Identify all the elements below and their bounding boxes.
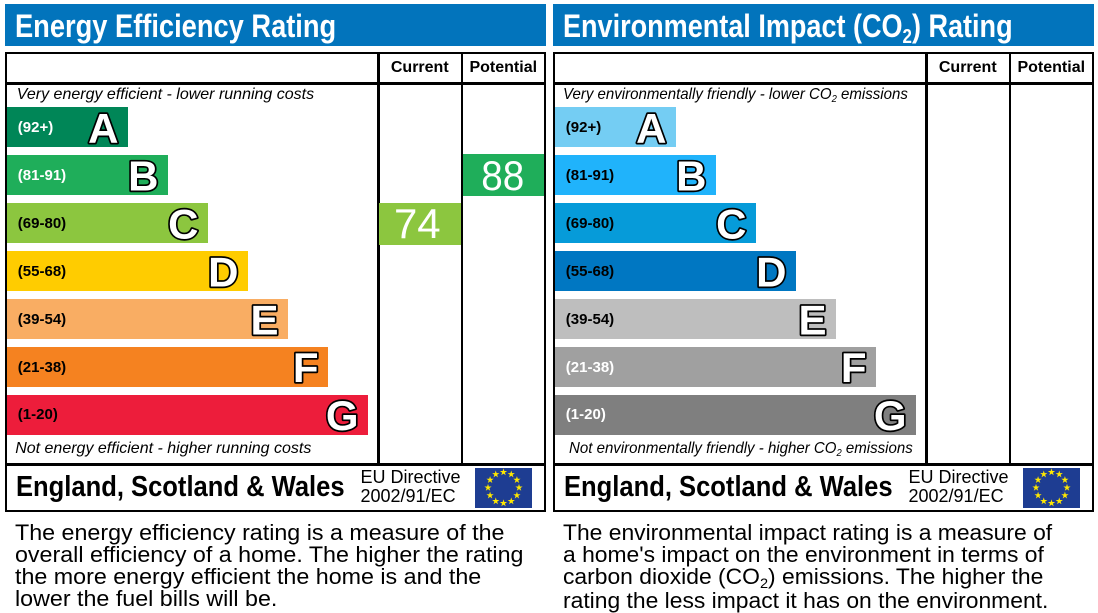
svg-text:C: C (168, 201, 198, 248)
svg-text:74: 74 (394, 200, 441, 247)
svg-text:B: B (676, 153, 706, 200)
svg-text:B: B (128, 153, 158, 200)
svg-text:A: A (636, 105, 666, 152)
svg-text:F: F (841, 344, 867, 391)
svg-text:C: C (716, 201, 746, 248)
svg-text:G: G (874, 392, 907, 439)
svg-text:A: A (88, 105, 118, 152)
svg-text:E: E (250, 296, 278, 343)
svg-text:88: 88 (481, 152, 524, 200)
svg-text:D: D (208, 249, 238, 296)
svg-text:G: G (326, 392, 359, 439)
svg-text:E: E (798, 296, 826, 343)
svg-text:D: D (756, 249, 786, 296)
svg-text:F: F (293, 344, 319, 391)
